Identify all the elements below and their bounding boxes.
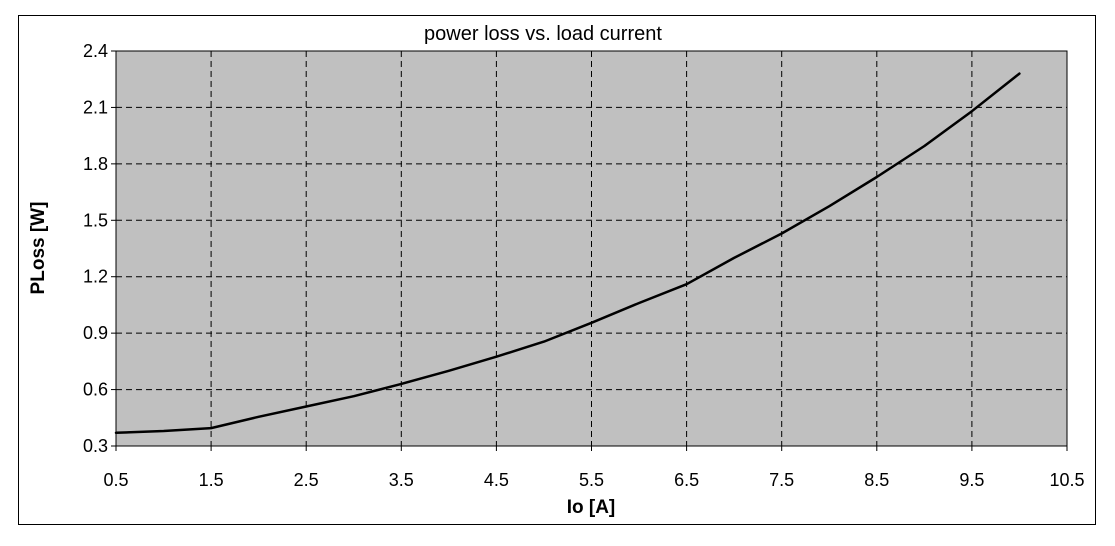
x-tick-label: 7.5 (769, 470, 794, 490)
x-tick-label: 1.5 (199, 470, 224, 490)
tick-labels: 0.5 1.5 2.5 3.5 4.5 5.5 6.5 7.5 8.5 9.5 10.5 0.3 0.6… (83, 41, 1085, 490)
x-tick-label: 0.5 (103, 470, 128, 490)
x-tick-label: 3.5 (389, 470, 414, 490)
y-tick-label: 2.4 (83, 41, 108, 61)
x-tick-label: 9.5 (959, 470, 984, 490)
x-tick-label: 5.5 (579, 470, 604, 490)
plot-border (115, 50, 1068, 447)
series-layer (114, 72, 1021, 435)
y-tick-label: 0.9 (83, 323, 108, 343)
y-tick-label: 1.2 (83, 267, 108, 287)
y-tick-label: 2.1 (83, 97, 108, 117)
chart-title: power loss vs. load current (424, 23, 662, 45)
x-tick-label: 4.5 (484, 470, 509, 490)
x-tick-label: 8.5 (864, 470, 889, 490)
x-axis-title: Io [A] (567, 497, 616, 518)
x-tick-label: 2.5 (294, 470, 319, 490)
x-tick-label: 6.5 (674, 470, 699, 490)
y-tick-label: 0.3 (83, 436, 108, 456)
y-axis-title: PLoss [W] (28, 202, 49, 295)
y-tick-label: 1.5 (83, 210, 108, 230)
y-tick-label: 1.8 (83, 154, 108, 174)
axes (111, 50, 1068, 451)
y-tick-label: 0.6 (83, 380, 108, 400)
x-tick-label: 10.5 (1049, 470, 1084, 490)
series-line (114, 72, 1021, 435)
